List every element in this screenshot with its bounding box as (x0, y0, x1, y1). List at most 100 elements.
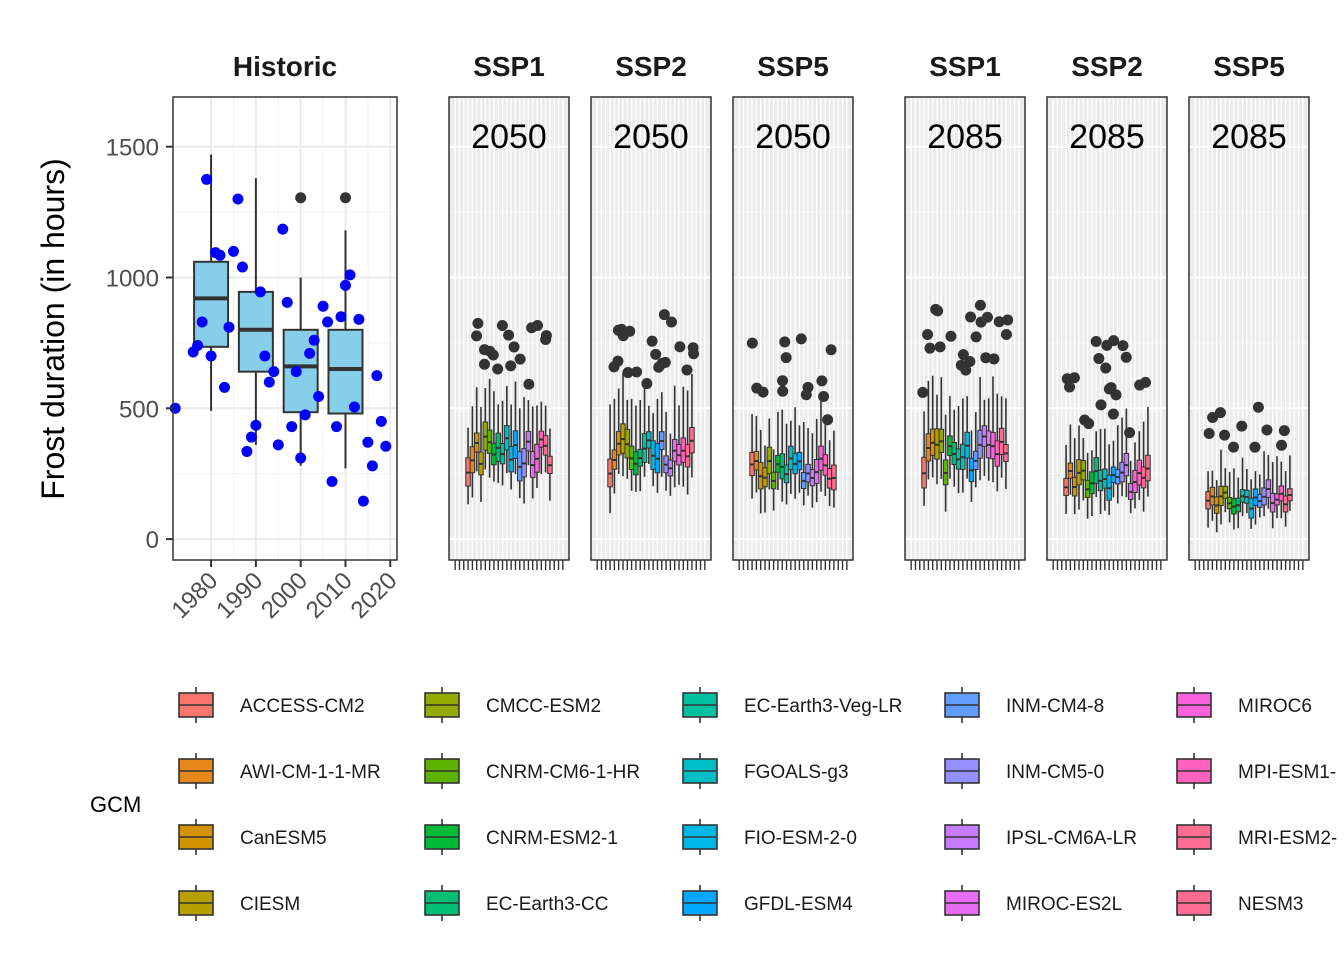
panel-border (590, 96, 712, 561)
gcm-box-cnrm-esm2-1 (631, 366, 643, 492)
legend-item-cnrm-esm2-1: CNRM-ESM2-1 (424, 819, 618, 855)
historic-data-point (299, 409, 311, 421)
gcm-outlier (917, 386, 929, 398)
historic-data-point (259, 350, 271, 362)
historic-data-point (201, 173, 213, 185)
gcm-box-cnrm-cm6-1-hr (1083, 418, 1095, 519)
gcm-outlier (540, 334, 552, 346)
gcm-outlier (757, 386, 769, 398)
legend-item-ec-earth3-veg-lr: EC-Earth3-Veg-LR (682, 687, 902, 723)
gcm-box-cmcc-esm2 (478, 344, 490, 470)
gcm-outlier (1252, 401, 1264, 413)
gcm-outlier (492, 363, 504, 375)
gcm-box-cnrm-esm2-1 (945, 330, 957, 479)
gcm-box-access-cm2 (917, 386, 929, 506)
historic-data-point (366, 460, 378, 472)
gcm-outlier (1100, 362, 1112, 374)
gcm-outlier (957, 349, 969, 361)
gcm-box-gfdl-esm4 (1107, 335, 1120, 498)
gcm-box-fio-esm-2-0 (646, 335, 658, 487)
box-iqr (327, 328, 364, 415)
historic-data-point (335, 311, 347, 323)
gcm-box-inm-cm4-8 (1110, 389, 1122, 504)
panel-border (732, 96, 854, 561)
gcm-outlier (478, 358, 490, 370)
legend-label: NESM3 (1238, 894, 1303, 915)
gcm-box-cnrm-esm2-1 (1228, 441, 1240, 530)
gcm-box-ec-earth3-cc (777, 375, 789, 502)
y-tick-label: 0 (146, 527, 159, 554)
gcm-outlier (780, 352, 792, 364)
panel-year-label: 2085 (927, 118, 1003, 156)
gcm-outlier (945, 330, 957, 342)
gcm-box-mri-esm2- (1140, 376, 1152, 512)
gcm-box-ec-earth3-veg-lr (1093, 353, 1107, 514)
x-tick-label: 2010 (301, 567, 358, 624)
legend-item-canesm5: CanESM5 (178, 819, 327, 855)
gcm-box-inm-cm5-0 (658, 309, 671, 491)
historic-data-point (254, 286, 266, 298)
gcm-outlier (1203, 428, 1215, 440)
gcm-box-gfdl-esm4 (795, 333, 807, 493)
panel-border (904, 96, 1026, 561)
gcm-outlier (487, 349, 499, 361)
gcm-outlier (980, 352, 992, 364)
historic-panel-border (172, 96, 398, 561)
gcm-box-inm-cm5-0 (974, 299, 987, 481)
legend-item-inm-cm4-8: INM-CM4-8 (944, 687, 1104, 723)
panel-ssp5-2050: 2050 (732, 96, 854, 561)
gcm-outlier (612, 355, 624, 367)
gcm-box-awi-cm-1-1-mr (1207, 412, 1219, 521)
historic-data-point (308, 334, 320, 346)
gcm-outlier (988, 353, 1000, 365)
panel-year-label: 2085 (1211, 118, 1287, 156)
gcm-outlier (1278, 425, 1290, 437)
gcm-outlier (981, 311, 993, 323)
panel-year-label: 2050 (471, 118, 547, 156)
strip-label-ssp2: SSP2 (615, 51, 687, 82)
historic-boxplot-1980 (193, 154, 230, 411)
gcm-box-mri-esm2- (1278, 425, 1290, 527)
gcm-box-fgoals-g3 (641, 378, 653, 465)
legend-label: MPI-ESM1- (1238, 762, 1336, 783)
gcm-outlier (1124, 427, 1136, 439)
gcm-box-inm-cm5-0 (800, 381, 814, 496)
gcm-outlier (993, 316, 1005, 328)
historic-data-point (245, 431, 257, 443)
legend-item-ipsl-cm6a-lr: IPSL-CM6A-LR (944, 819, 1137, 855)
gcm-box-gfdl-esm4 (508, 341, 520, 475)
gcm-box-awi-cm-1-1-mr (922, 328, 936, 480)
gcm-outlier (822, 414, 834, 426)
gcm-box-ec-earth3-cc (492, 363, 504, 483)
gcm-outlier (1140, 376, 1152, 388)
historic-data-point (304, 347, 316, 359)
gcm-outlier (1107, 408, 1119, 420)
gcm-outlier (825, 344, 837, 356)
gcm-box-access-cm2 (607, 404, 613, 514)
legend-item-ec-earth3-cc: EC-Earth3-CC (424, 885, 608, 921)
strip-label-ssp5: SSP5 (757, 51, 829, 82)
gcm-box-ec-earth3-veg-lr (779, 336, 792, 505)
gcm-outlier (658, 309, 670, 321)
box-outlier (295, 192, 307, 204)
gcm-outlier (1083, 418, 1095, 430)
gcm-outlier (472, 317, 484, 329)
gcm-box-miroc-es2l (1269, 462, 1276, 529)
legend-item-cnrm-cm6-1-hr: CNRM-CM6-1-HR (424, 753, 640, 789)
legend-item-access-cm2: ACCESS-CM2 (178, 687, 365, 723)
box-outlier (339, 192, 351, 204)
gcm-outlier (1228, 441, 1240, 453)
gcm-box-canesm5 (471, 317, 484, 472)
x-tick-label: 2020 (346, 567, 403, 624)
gcm-outlier (1214, 407, 1226, 419)
gcm-box-awi-cm-1-1-mr (469, 406, 476, 498)
gcm-box-nesm3 (831, 430, 837, 508)
gcm-outlier (1110, 389, 1122, 401)
historic-data-point (353, 313, 365, 325)
strip-label-ssp2: SSP2 (1071, 51, 1143, 82)
gcm-outlier (532, 319, 544, 331)
gcm-box-mri-esm2- (681, 364, 693, 495)
panel-ssp1-2050: 2050 (448, 96, 570, 561)
gcm-box-miroc6 (816, 375, 828, 492)
